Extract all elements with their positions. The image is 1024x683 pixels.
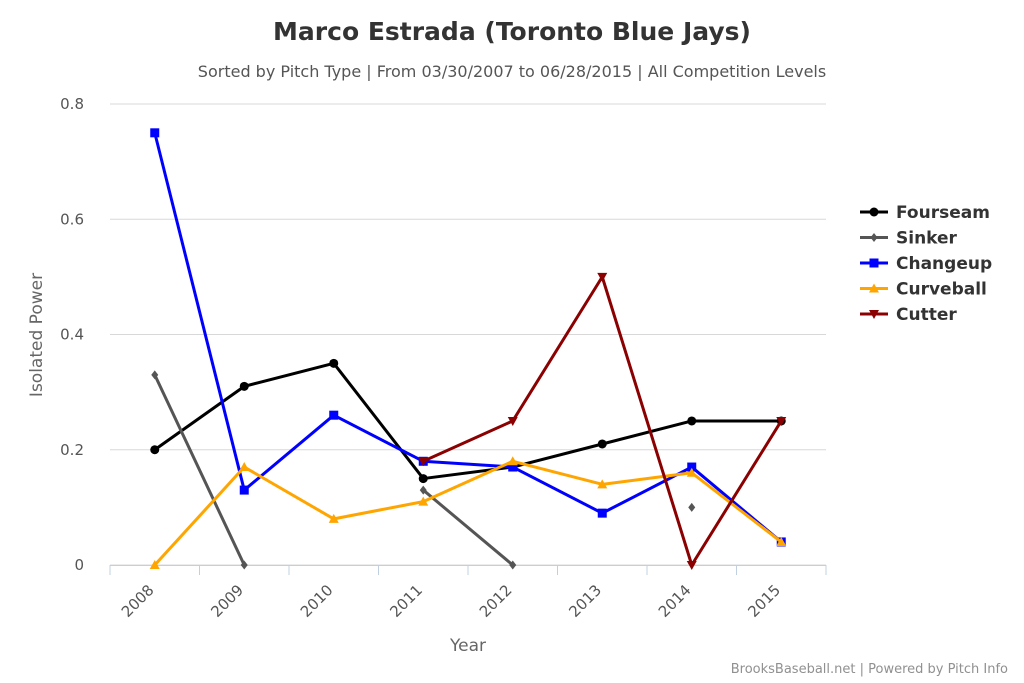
data-point [507, 456, 518, 466]
series-line [153, 374, 246, 566]
data-point [597, 439, 607, 449]
data-point [869, 258, 879, 268]
data-point [419, 485, 427, 495]
data-point [687, 416, 697, 426]
data-point [328, 513, 339, 523]
series-cutter [418, 272, 787, 570]
legend-label: Changeup [896, 254, 992, 274]
data-point [418, 496, 429, 506]
data-point [329, 358, 339, 368]
series-line [153, 361, 782, 481]
chart-subtitle: Sorted by Pitch Type | From 03/30/2007 t… [198, 62, 826, 81]
data-point [418, 457, 429, 467]
y-tick-label: 0 [74, 556, 84, 574]
series-changeup [150, 128, 786, 547]
x-axis: 2008 2009 2010 2011 2012 2013 2014 2015 [109, 565, 827, 621]
y-axis-title: Isolated Power [27, 273, 47, 397]
x-tick-label: 2008 [118, 581, 158, 621]
data-point [507, 416, 518, 426]
x-tick-label: 2014 [655, 581, 695, 621]
legend-label: Fourseam [896, 203, 990, 223]
legend-label: Curveball [896, 280, 987, 300]
y-tick-label: 0.4 [60, 326, 84, 344]
x-tick-label: 2013 [565, 581, 605, 621]
data-point [776, 536, 787, 546]
data-point [239, 381, 249, 391]
x-tick-label: 2010 [297, 581, 337, 621]
legend-item-fourseam[interactable]: Fourseam [860, 203, 990, 223]
series-layer [149, 128, 787, 570]
series-curveball [149, 456, 787, 569]
data-point [870, 233, 878, 242]
legend-label: Sinker [896, 229, 958, 249]
data-point [240, 560, 248, 570]
data-point [508, 462, 518, 472]
y-axis: 0 0.2 0.4 0.6 0.8 [60, 95, 84, 574]
data-point [509, 560, 517, 570]
data-point [151, 370, 159, 380]
legend-label: Cutter [896, 305, 957, 325]
data-point [239, 485, 249, 495]
series-line [153, 459, 783, 567]
x-tick-label: 2011 [386, 581, 426, 621]
x-tick-label: 2015 [744, 581, 784, 621]
data-point [239, 462, 250, 472]
data-point [597, 272, 608, 282]
data-point [869, 310, 879, 319]
y-tick-label: 0.2 [60, 441, 84, 459]
x-tick-label: 2012 [476, 581, 516, 621]
y-tick-label: 0.8 [60, 95, 84, 113]
legend-item-cutter[interactable]: Cutter [860, 305, 957, 325]
data-point [869, 283, 879, 293]
data-point [688, 502, 696, 512]
x-tick-label: 2009 [207, 581, 247, 621]
series-sinker [151, 370, 696, 570]
legend-item-changeup[interactable]: Changeup [860, 254, 992, 274]
data-point [687, 462, 697, 472]
data-point [150, 445, 160, 455]
x-axis-title: Year [449, 636, 486, 656]
credits-text[interactable]: BrooksBaseball.net | Powered by Pitch In… [731, 662, 1008, 677]
data-point [150, 128, 160, 138]
series-line [422, 488, 514, 567]
legend-item-curveball[interactable]: Curveball [860, 280, 987, 300]
data-point [597, 508, 607, 518]
data-point [686, 467, 697, 477]
legend[interactable]: Fourseam Sinker Changeup Curveball Cutter [860, 203, 992, 325]
data-point [869, 207, 879, 217]
data-point [597, 479, 608, 489]
legend-item-sinker[interactable]: Sinker [860, 229, 958, 249]
data-point [776, 416, 787, 426]
data-point [418, 474, 428, 484]
chart-title: Marco Estrada (Toronto Blue Jays) [273, 17, 751, 46]
data-point [149, 560, 160, 569]
data-point [329, 410, 339, 420]
data-point [686, 561, 697, 570]
y-tick-label: 0.6 [60, 210, 84, 228]
